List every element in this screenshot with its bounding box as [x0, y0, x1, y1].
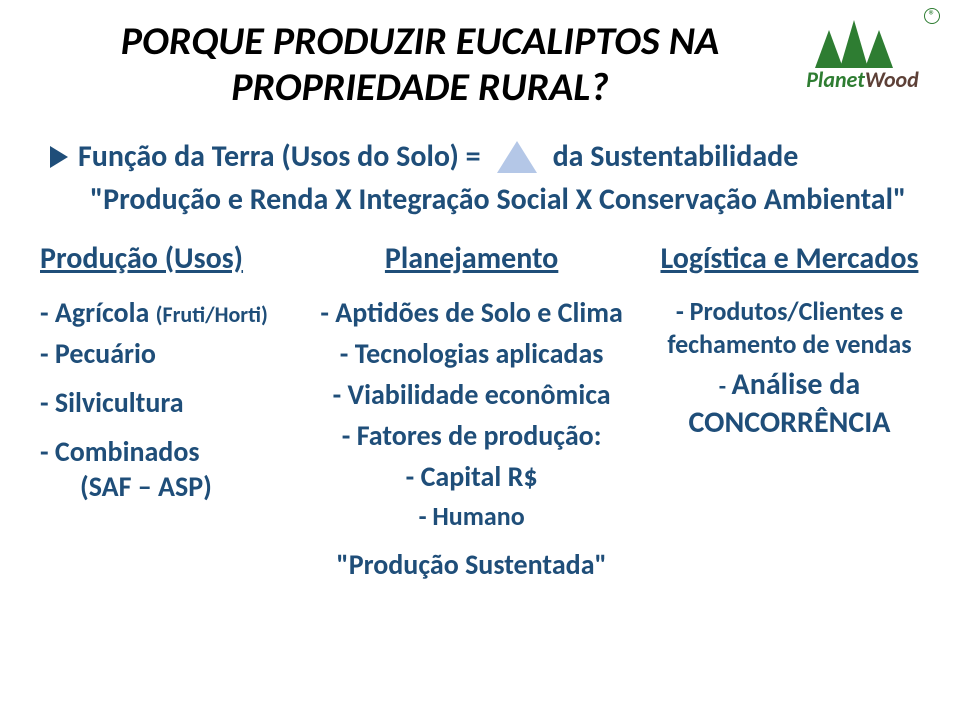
registered-icon: ®: [924, 8, 940, 24]
lead-text-1a: Função da Terra (Usos do Solo) =: [78, 138, 481, 175]
item-humano: - Humano: [304, 500, 639, 533]
item-viabilidade: - Viabilidade econômica: [304, 377, 639, 412]
column-producao: Produção (Usos) - Agrícola (Fruti/Horti)…: [30, 240, 294, 582]
item-agricola-label: - Agrícola: [40, 295, 149, 330]
column-logistica: Logística e Mercados - Produtos/Clientes…: [649, 240, 930, 582]
lead-row-1: Função da Terra (Usos do Solo) = da Sust…: [50, 138, 910, 175]
logo-brand-wood: Wood: [865, 66, 919, 93]
planetwood-logo: ® PlanetWood: [785, 8, 940, 93]
slide-title: PORQUE PRODUZIR EUCALIPTOS NA PROPRIEDAD…: [60, 18, 780, 110]
item-tecnologias: - Tecnologias aplicadas: [304, 336, 639, 371]
columns: Produção (Usos) - Agrícola (Fruti/Horti)…: [30, 240, 930, 582]
triangle-up-icon: [497, 141, 537, 173]
item-fatores: - Fatores de produção:: [304, 418, 639, 453]
lead-block: Função da Terra (Usos do Solo) = da Sust…: [50, 138, 910, 218]
item-agricola-sub: (Fruti/Horti): [156, 301, 268, 328]
item-analise-dash: -: [719, 372, 732, 401]
logo-brand-planet: Planet: [806, 66, 865, 93]
lead-row-2: "Produção e Renda X Integração Social X …: [90, 181, 910, 218]
item-pecuario: - Pecuário: [40, 336, 294, 371]
logo-text: PlanetWood: [785, 66, 940, 93]
item-aptidoes: - Aptidões de Solo e Clima: [304, 295, 639, 330]
item-combinados: - Combinados (SAF – ASP): [40, 434, 294, 504]
item-capital: - Capital R$: [304, 459, 639, 494]
bullet-arrow-icon: [50, 146, 68, 168]
item-analise: - Análise da CONCORRÊNCIA: [649, 366, 930, 441]
quote-producao-sustentada: "Produção Sustentada": [304, 547, 639, 582]
column-planejamento: Planejamento - Aptidões de Solo e Clima …: [304, 240, 639, 582]
col-head-logistica-text: Logística e Mercados: [660, 240, 918, 277]
item-combinados-label: - Combinados: [40, 434, 200, 469]
col-head-planejamento: Planejamento: [304, 240, 639, 277]
logo-trees-icon: ®: [785, 8, 940, 68]
item-silvicultura: - Silvicultura: [40, 385, 294, 420]
item-produtos-clientes: - Produtos/Clientes e fechamento de vend…: [649, 295, 930, 360]
col-head-producao: Produção (Usos): [40, 240, 294, 277]
item-combinados-sub: (SAF – ASP): [40, 469, 212, 504]
item-agricola: - Agrícola (Fruti/Horti): [40, 295, 294, 330]
lead-text-1b: da Sustentabilidade: [553, 138, 799, 175]
col-head-logistica: Logística e Mercados: [649, 240, 930, 277]
